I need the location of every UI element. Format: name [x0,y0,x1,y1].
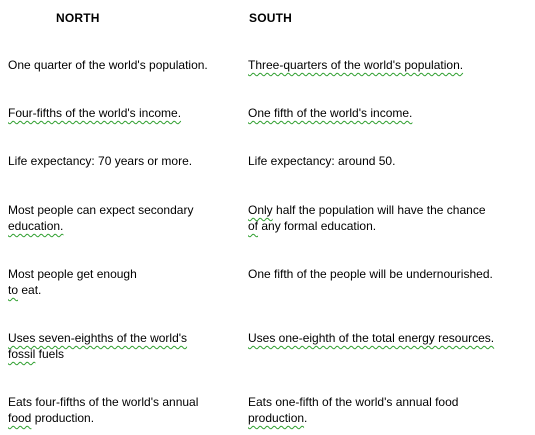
spellcheck-marked-text: to [8,283,19,297]
south-cell-food-production: Eats one-fifth of the world's annual foo… [248,394,458,426]
cell-line: Eats one-fifth of the world's annual foo… [248,394,458,410]
line-text: Life expectancy: around 50. [248,154,396,168]
spellcheck-marked-text: Three-quarters of the world's population… [248,58,464,72]
cell-line: food production. [8,410,198,426]
south-header: SOUTH [249,11,292,25]
spellcheck-marked-text: Four-fifths of the world's income. [8,106,182,120]
spellcheck-marked-text: Uses one-eighth of the total energy reso… [248,331,495,345]
cell-line: Life expectancy: around 50. [248,153,395,169]
south-cell-life-expectancy: Life expectancy: around 50. [248,153,395,169]
cell-line: Eats four-fifths of the world's annual [8,394,198,410]
cell-line: production. [248,410,458,426]
line-text: production. [31,411,95,425]
line-text: Eats one-fifth of the world's annual foo… [248,395,459,409]
north-cell-life-expectancy: Life expectancy: 70 years or more. [8,153,192,169]
south-cell-income: One fifth of the world's income. [248,105,412,121]
spellcheck-marked-text: of [248,219,259,233]
north-cell-energy: Uses seven-eighths of the world's fossil… [8,330,187,362]
cell-line: One fifth of the people will be undernou… [248,266,493,282]
cell-line: One fifth of the world's income. [248,105,412,121]
line-text: Eats four-fifths of the world's annual [8,395,199,409]
line-text: eat. [18,283,42,297]
spellcheck-marked-text: production [248,411,305,425]
south-cell-population: Three-quarters of the world's population… [248,57,463,73]
north-cell-food-production: Eats four-fifths of the world's annual f… [8,394,198,426]
cell-line: Four-fifths of the world's income. [8,105,181,121]
cell-line: to eat. [8,282,137,298]
south-cell-food: One fifth of the people will be undernou… [248,266,493,282]
cell-line: One quarter of the world's population. [8,57,208,73]
line-text: Life expectancy: 70 years or more. [8,154,193,168]
cell-line: Three-quarters of the world's population… [248,57,463,73]
spellcheck-marked-text: Only [248,203,273,217]
north-header: NORTH [56,11,100,25]
line-text: Most people get enough [8,267,137,281]
north-cell-population: One quarter of the world's population. [8,57,208,73]
line-text: half the population will have the chance [272,203,486,217]
cell-line: Most people can expect secondary [8,202,193,218]
cell-line: Only half the population will have the c… [248,202,486,218]
spellcheck-marked-text: fossil [8,347,36,361]
line-text: One fifth of the people will be undernou… [248,267,493,281]
south-cell-energy: Uses one-eighth of the total energy reso… [248,330,494,346]
north-cell-income: Four-fifths of the world's income. [8,105,181,121]
line-text: . [304,411,308,425]
spellcheck-marked-text: food [8,411,32,425]
line-text: any formal education. [258,219,377,233]
cell-line: fossil fuels [8,346,187,362]
north-cell-education: Most people can expect secondary educati… [8,202,193,234]
cell-line: education. [8,218,193,234]
cell-line: Life expectancy: 70 years or more. [8,153,192,169]
spellcheck-marked-text: Uses seven-eighths of the world's [8,331,188,345]
line-text: One quarter of the world's population. [8,58,208,72]
spellcheck-marked-text: education. [8,219,64,233]
spellcheck-marked-text: One fifth of the world's income. [248,106,413,120]
cell-line: Uses one-eighth of the total energy reso… [248,330,494,346]
north-cell-food: Most people get enough to eat. [8,266,137,298]
cell-line: Uses seven-eighths of the world's [8,330,187,346]
line-text: fuels [35,347,65,361]
cell-line: of any formal education. [248,218,486,234]
line-text: Most people can expect secondary [8,203,194,217]
cell-line: Most people get enough [8,266,137,282]
south-cell-education: Only half the population will have the c… [248,202,486,234]
